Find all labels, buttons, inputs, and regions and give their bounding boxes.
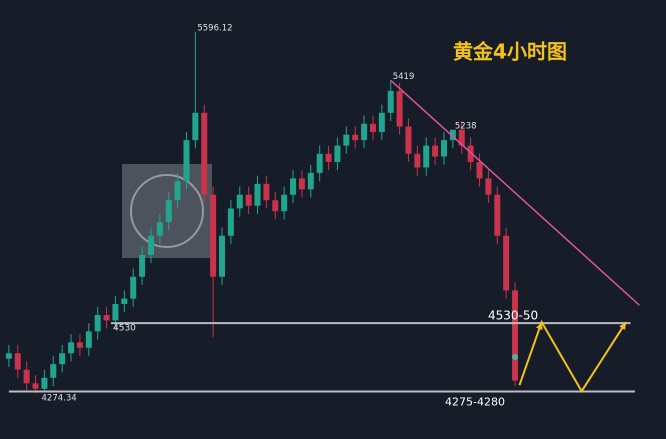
candle-body [147,235,154,255]
level-label: 4530 [113,324,136,334]
candle-body [352,134,359,141]
last-price-dot [512,354,519,360]
price-label: 5238 [455,121,477,131]
candle-body [121,298,128,305]
candle-body [512,290,519,381]
candle-body [192,112,199,141]
candle-body [85,331,92,348]
watermark-ring [130,174,204,248]
candle-body [14,353,21,370]
candle-body [423,145,430,168]
candle-body [112,304,119,321]
price-label: 5596.12 [197,23,232,33]
candle-body [165,200,172,223]
candle-body [405,126,412,154]
candle-body [272,200,279,212]
candle-body [227,208,234,236]
candle-body [236,194,243,209]
candle-body [174,181,181,201]
trendline [390,79,640,306]
candle-body [254,183,261,206]
candle-body [76,342,83,348]
price-label: 4274.34 [42,394,77,404]
candle-body [361,123,368,141]
candle-body [449,129,456,141]
candle-body [476,161,483,179]
candle-body [103,314,110,321]
candle-body [5,353,12,359]
candle-body [130,276,137,299]
candle-body [68,342,75,354]
candle-body [156,222,163,236]
candle-body [94,314,101,332]
price-label: 5419 [393,72,415,82]
candle-body [378,112,385,132]
candle-body [32,383,39,389]
candle-body [41,377,48,389]
arrow-head [536,322,543,331]
projection-label: 4530-50 [488,309,538,323]
candle-body [290,178,297,195]
candle-body [50,364,57,378]
candle-body [334,145,341,162]
candle-body [494,194,501,236]
candle-body [281,194,288,212]
candle-body [343,134,350,146]
candle-body [183,140,190,182]
candle-body [139,254,146,277]
candle-body [325,153,332,162]
level-label: 4275-4280 [445,395,505,408]
candle-body [458,129,465,146]
candle-body [369,123,376,132]
candle-body [23,369,30,384]
chart-title: 黄金4小时图 [453,40,567,64]
arrow-head [619,322,627,331]
candle-body [387,90,394,113]
candle-body [245,194,252,206]
candle-body [316,153,323,173]
candle-body [201,112,208,195]
candle-body [219,235,225,277]
candle-body [59,353,66,365]
candle-body [298,178,305,190]
candle-body [432,145,439,157]
candle-body [503,235,510,291]
candle-body [307,172,314,190]
candle-body [396,90,403,127]
candle-body [485,178,492,195]
candle-body [467,145,474,162]
candle-body [263,183,270,201]
candle-body [414,153,421,168]
candle-body [210,194,217,277]
candle-body [441,140,447,157]
projection-path [518,319,627,394]
